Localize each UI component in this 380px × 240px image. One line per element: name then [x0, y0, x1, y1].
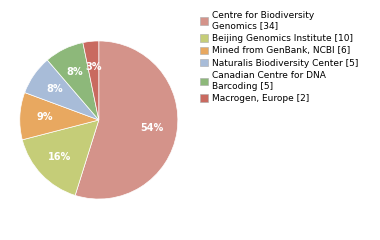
Wedge shape — [75, 41, 178, 199]
Text: 9%: 9% — [37, 112, 53, 122]
Wedge shape — [20, 93, 99, 140]
Wedge shape — [22, 120, 99, 195]
Wedge shape — [48, 42, 99, 120]
Text: 3%: 3% — [85, 61, 101, 72]
Text: 16%: 16% — [48, 152, 71, 162]
Text: 8%: 8% — [67, 67, 84, 77]
Wedge shape — [25, 60, 99, 120]
Text: 54%: 54% — [140, 123, 163, 133]
Wedge shape — [83, 41, 99, 120]
Legend: Centre for Biodiversity
Genomics [34], Beijing Genomics Institute [10], Mined fr: Centre for Biodiversity Genomics [34], B… — [198, 9, 360, 105]
Text: 8%: 8% — [46, 84, 63, 94]
